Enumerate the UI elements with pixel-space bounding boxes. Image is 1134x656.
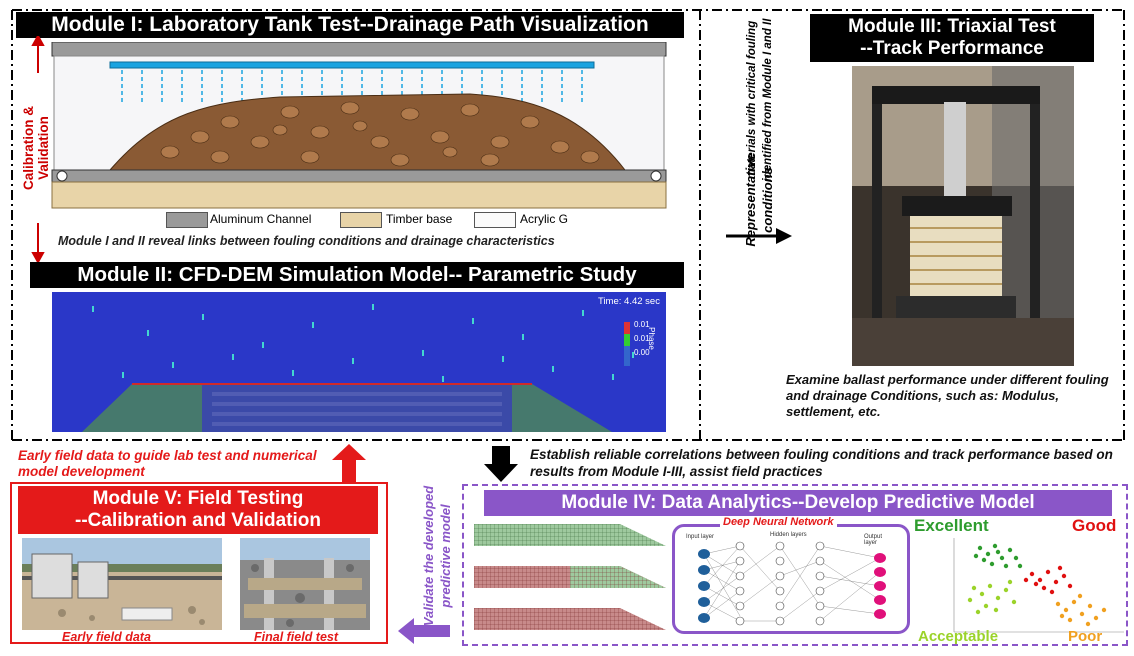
module-3-title-line: --Track Performance — [860, 38, 1044, 59]
module-5-title: Module V: Field Testing --Calibration an… — [18, 486, 378, 534]
legend-aluminum-swatch — [166, 212, 208, 228]
scale-tick: 0.01 — [634, 320, 650, 329]
module-4-title: Module IV: Data Analytics--Develop Predi… — [484, 490, 1112, 516]
photo-1-caption: Early field data — [62, 630, 151, 644]
early-field-photo — [22, 538, 222, 630]
class-poor-label: Poor — [1068, 628, 1103, 645]
arrow-text-line: identified from Module I and II — [762, 18, 774, 182]
legend-timber-swatch — [340, 212, 382, 228]
legend-acrylic-label: Acrylic G — [520, 212, 568, 226]
classification-scatter — [953, 538, 1124, 633]
time-label: Time: — [598, 296, 622, 307]
scale-ticks: 0.01 0.01 0.00 — [634, 318, 650, 360]
dnn-output-layer-label: Output layer — [864, 534, 883, 546]
red-up-arrow — [332, 444, 366, 482]
class-good-label: Good — [1072, 516, 1117, 535]
legend-acrylic-swatch — [474, 212, 516, 228]
legend-aluminum-label: Aluminum Channel — [210, 212, 312, 226]
legend-timber-label: Timber base — [386, 212, 453, 226]
dnn-input-layer-label: Input layer — [686, 534, 715, 540]
tank-test-illustration — [51, 42, 667, 209]
scale-tick: 0.00 — [634, 348, 650, 357]
module-5-title-line: --Calibration and Validation — [75, 510, 321, 531]
black-down-arrow — [484, 446, 518, 482]
module-5-box — [10, 482, 388, 644]
module-1-caption: Module I and II reveal links between fou… — [58, 234, 555, 248]
module-5-title-line: Module V: Field Testing — [92, 488, 304, 509]
purple-left-arrow — [398, 618, 450, 644]
dnn-diagram — [698, 541, 886, 626]
module-4-box — [462, 484, 1128, 646]
scale-tick: 0.01 — [634, 334, 650, 343]
critical-fouling-label: materials with critical fouling identifi… — [744, 0, 784, 200]
scale-name: Phase — [646, 327, 656, 350]
dnn-hidden-layers-label: Hidden layers — [770, 532, 807, 538]
dnn-title: Deep Neural Network — [720, 516, 837, 528]
calibration-validation-label: Calibration & Validation — [21, 73, 51, 223]
photo-2-caption: Final field test — [254, 630, 339, 644]
correlation-text: Establish reliable correlations between … — [530, 447, 1113, 479]
time-value: 4.42 sec — [624, 296, 660, 307]
mesh-panels — [474, 524, 666, 630]
module-3-caption: Examine ballast performance under differ… — [786, 372, 1109, 419]
arrow-text-line: materials with critical fouling — [746, 20, 758, 180]
module-3-title-line: Module III: Triaxial Test — [848, 16, 1056, 37]
final-field-photo — [240, 538, 370, 630]
module-3-title: Module III: Triaxial Test --Track Perfor… — [810, 14, 1094, 62]
class-acceptable-label: Acceptable — [918, 628, 999, 645]
early-field-text: Early field data to guide lab test and n… — [18, 448, 317, 479]
module-1-title: Module I: Laboratory Tank Test--Drainage… — [16, 12, 684, 38]
cfd-dem-simulation — [52, 292, 666, 432]
right-arrow — [726, 228, 792, 244]
dnn-box — [672, 524, 910, 634]
triaxial-test-photo — [852, 66, 1074, 366]
class-excellent-label: Excellent — [914, 516, 989, 535]
module-2-title: Module II: CFD-DEM Simulation Model-- Pa… — [30, 262, 684, 288]
